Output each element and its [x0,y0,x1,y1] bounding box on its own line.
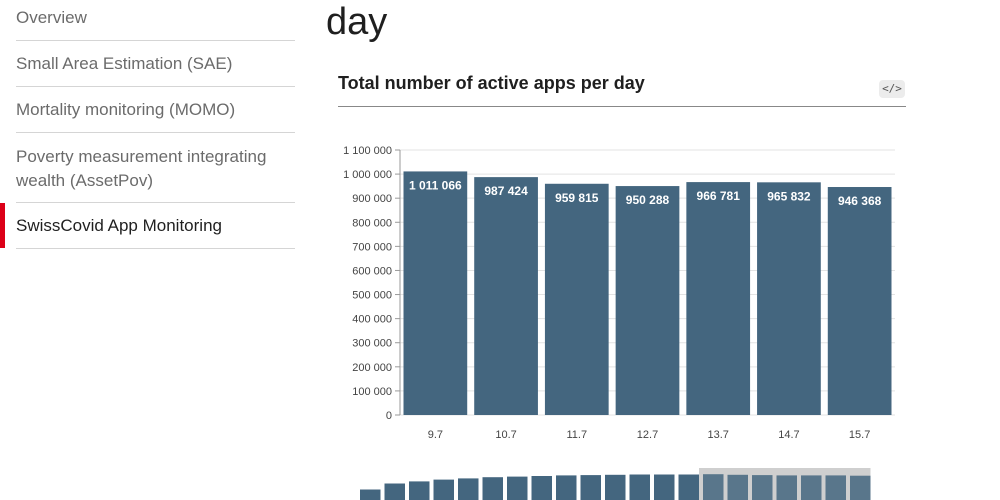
overview-brush-chart[interactable] [355,465,875,500]
bar-value-label: 959 815 [555,191,599,205]
bar [615,186,680,415]
y-tick-label: 700 000 [352,241,392,253]
y-tick-label: 1 000 000 [343,169,392,181]
sidebar-item-label: Overview [16,8,87,27]
overview-bar [654,474,675,500]
overview-bar [482,477,503,500]
overview-bar [409,481,430,500]
overview-bar [825,475,846,500]
bar [403,171,468,415]
overview-bar [727,474,748,500]
sidebar-item-label: SwissCovid App Monitoring [16,216,222,235]
bar [757,182,821,415]
bar-value-label: 950 288 [626,193,670,207]
bar-value-label: 1 011 066 [409,178,462,192]
sidebar-item-momo[interactable]: Mortality monitoring (MOMO) [16,87,295,133]
overview-bar [605,474,626,500]
x-tick-label: 15.7 [849,429,870,441]
y-tick-label: 0 [386,410,392,422]
overview-bar [360,489,381,500]
bar-chart: 0 100 000 200 000 300 000 400 000 500 000 600 … [343,145,895,441]
x-tick-label: 14.7 [778,429,799,441]
y-tick-label: 1 100 000 [343,145,392,157]
bar [474,177,538,415]
x-tick-label: 13.7 [708,429,729,441]
x-tick-label: 10.7 [495,429,516,441]
sidebar-item-label: Small Area Estimation (SAE) [16,54,233,73]
x-tick-label: 12.7 [637,429,658,441]
overview-bar [458,478,479,500]
title-divider [338,106,906,107]
bar [544,183,609,415]
x-tick-label: 9.7 [428,429,443,441]
overview-bar [801,475,822,500]
overview-bar [556,475,577,500]
overview-bar [752,475,773,500]
bar-value-label: 965 832 [767,189,811,203]
y-tick-label: 500 000 [352,290,392,302]
sidebar-nav: Overview Small Area Estimation (SAE) Mor… [0,0,295,249]
active-item-marker [0,203,5,248]
y-tick-label: 200 000 [352,362,392,374]
bar [686,182,751,415]
sidebar-item-overview[interactable]: Overview [16,0,295,41]
bar-value-label: 966 781 [697,189,741,203]
y-tick-label: 400 000 [352,314,392,326]
overview-bar [580,475,601,500]
sidebar-item-swisscovid[interactable]: SwissCovid App Monitoring [0,203,295,249]
y-tick-label: 800 000 [352,217,392,229]
sidebar-item-label: Mortality monitoring (MOMO) [16,100,236,119]
bar-value-label: 946 368 [838,194,882,208]
overview-bar [507,476,528,500]
overview-bar [678,474,699,500]
overview-bar [531,476,552,500]
y-tick-label: 100 000 [352,386,392,398]
sidebar-item-sae[interactable]: Small Area Estimation (SAE) [16,41,295,87]
page-title: day [326,1,388,43]
bar-value-label: 987 424 [484,184,528,198]
overview-bar [433,479,454,500]
overview-bar [850,475,871,500]
code-icon: </> [882,82,902,95]
bar [827,187,892,415]
sidebar-item-label: Poverty measurement integrating wealth (… [16,147,267,190]
y-tick-label: 600 000 [352,265,392,277]
x-tick-label: 11.7 [566,429,587,441]
overview-bar [703,474,724,500]
overview-bar [629,474,650,500]
sidebar-item-assetpov[interactable]: Poverty measurement integrating wealth (… [16,133,295,203]
y-tick-label: 300 000 [352,338,392,350]
y-tick-label: 900 000 [352,193,392,205]
chart-title: Total number of active apps per day [338,73,645,93]
overview-bar [384,483,405,500]
embed-code-button[interactable]: </> [879,80,905,98]
overview-bar [776,475,797,500]
